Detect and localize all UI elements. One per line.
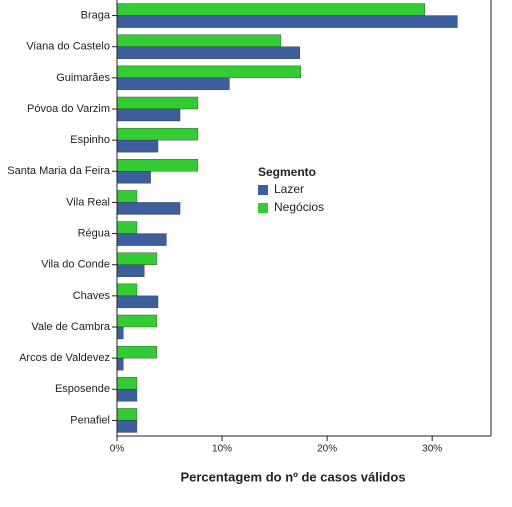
bar — [116, 34, 282, 47]
y-tick-label: Braga — [81, 9, 111, 21]
bar — [116, 377, 138, 390]
bar — [116, 233, 167, 246]
y-tick-label: Vila Real — [66, 196, 110, 208]
bar — [116, 326, 124, 340]
bar — [116, 221, 138, 234]
y-tick-label: Guimarães — [56, 72, 110, 84]
y-tick-label: Esposende — [55, 383, 110, 395]
legend-title: Segmento — [258, 165, 316, 179]
bar — [116, 190, 138, 203]
x-tick-label: 30% — [422, 444, 442, 455]
bar — [116, 139, 159, 153]
y-tick-label: Póvoa do Varzim — [27, 103, 110, 115]
y-tick-label: Santa Maria da Feira — [7, 165, 111, 177]
x-axis-title: Percentagem do nº de casos válidos — [180, 469, 405, 484]
y-tick-label: Viana do Castelo — [26, 41, 110, 53]
y-tick-label: Arcos de Valdevez — [19, 352, 110, 364]
legend-label: Negócios — [274, 200, 324, 214]
bar — [116, 127, 199, 141]
bar — [116, 357, 124, 371]
x-tick-label: 20% — [317, 444, 337, 455]
bar — [116, 65, 302, 79]
bar — [116, 295, 159, 309]
y-tick-label: Chaves — [73, 290, 111, 302]
bar — [116, 202, 181, 215]
bar — [116, 46, 300, 59]
bar — [116, 252, 158, 265]
bar — [116, 283, 138, 297]
x-tick-label: 10% — [212, 444, 232, 455]
bar — [116, 264, 145, 277]
y-tick-label: Régua — [78, 227, 111, 239]
y-tick-label: Penafiel — [70, 414, 110, 426]
bar — [116, 314, 158, 328]
bar — [116, 345, 158, 359]
legend-swatch — [258, 185, 268, 195]
y-tick-label: Espinho — [70, 134, 110, 146]
bar — [116, 96, 199, 110]
bar — [116, 15, 458, 28]
bar — [116, 159, 199, 172]
y-tick-label: Vale de Cambra — [31, 321, 111, 333]
bar — [116, 171, 151, 184]
bar — [116, 108, 181, 122]
x-tick-label: 0% — [110, 444, 125, 455]
bar — [116, 389, 138, 402]
bar — [116, 408, 138, 421]
y-tick-label: Vila do Conde — [41, 259, 110, 271]
bar — [116, 420, 138, 433]
legend-label: Lazer — [274, 182, 304, 196]
bar — [116, 77, 230, 91]
legend-swatch — [258, 203, 268, 213]
bar — [116, 3, 426, 16]
